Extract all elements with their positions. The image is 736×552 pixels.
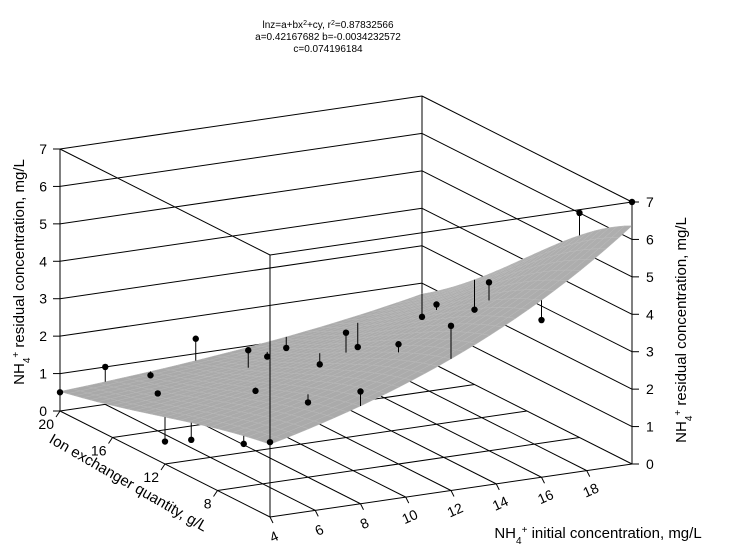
x-tick-mark <box>55 410 61 418</box>
data-point <box>102 363 109 371</box>
back-top-edge-right <box>421 95 633 203</box>
back-top-edge-left <box>59 95 423 150</box>
z-tick-label-left: 6 <box>39 178 47 194</box>
x-tick-mark <box>160 463 166 471</box>
x-tick-label: 12 <box>143 469 159 485</box>
y-tick-label: 8 <box>358 514 372 532</box>
grid-line-left-wall <box>59 207 423 262</box>
data-point <box>471 306 478 313</box>
data-point <box>283 344 290 352</box>
surface-cell <box>610 225 633 238</box>
z-tick-label-right: 4 <box>646 306 654 322</box>
data-point <box>576 209 583 217</box>
top-front-edge-left <box>59 148 271 256</box>
grid-line-left-wall <box>59 170 423 225</box>
y-tick-mark <box>405 496 410 504</box>
equation-line-3: c=0.074196184 <box>293 44 363 55</box>
z-tick-label-left: 3 <box>39 291 47 307</box>
data-point <box>304 399 312 406</box>
x-tick-label: 20 <box>38 416 54 432</box>
data-point <box>154 390 161 397</box>
y-tick-label: 4 <box>267 527 281 545</box>
z-tick-label-left: 5 <box>39 216 47 232</box>
grid-line-left-wall <box>59 132 423 187</box>
grid-line-floor-y <box>105 403 316 511</box>
y-tick-mark <box>450 490 455 497</box>
data-point <box>395 341 402 348</box>
equation-annotation: lnz=a+bx2+cy, r2=0.87832566 a=0.42167682… <box>255 20 401 56</box>
data-point <box>192 335 199 342</box>
data-point <box>354 343 361 351</box>
z-axis-label-right: NH4+ residual concentration, mg/L <box>673 217 695 443</box>
x-tick-label: 16 <box>91 443 107 459</box>
z-tick-label-right: 5 <box>646 269 654 285</box>
data-point <box>188 436 195 444</box>
y-tick-mark <box>495 483 500 491</box>
data-point <box>447 322 455 330</box>
y-tick-mark <box>586 470 591 477</box>
x-tick-label: 8 <box>204 496 212 512</box>
y-tick-mark <box>314 510 319 517</box>
data-point <box>264 353 271 360</box>
z-axis-label-left: NH4+ residual concentration, mg/L <box>11 159 33 385</box>
grid-line-right-wall <box>421 132 633 240</box>
z-tick-label-right: 2 <box>646 381 654 397</box>
z-tick-label-left: 2 <box>39 328 47 344</box>
z-tick-label-right: 1 <box>646 419 654 435</box>
data-point <box>56 389 64 396</box>
y-tick-label: 10 <box>399 506 420 527</box>
x-axis-label: Ion exchanger quantity, g/L <box>46 431 210 536</box>
equation-line-1: lnz=a+bx2+cy, r2=0.87832566 <box>262 20 394 32</box>
grid-line-left-wall <box>59 245 423 300</box>
grid-line-left-wall <box>59 282 423 337</box>
fitted-surface <box>59 225 633 445</box>
equation-line-2: a=0.42167682 b=-0.0034232572 <box>255 32 401 43</box>
data-points <box>56 198 636 448</box>
x-tick-mark <box>213 490 218 497</box>
z-tick-label-left: 7 <box>39 141 47 157</box>
data-point <box>485 279 493 286</box>
y-tick-label: 12 <box>445 499 466 520</box>
data-point <box>245 347 252 354</box>
data-point <box>147 372 154 379</box>
z-tick-label-right: 7 <box>646 194 654 210</box>
y-tick-label: 16 <box>535 486 556 507</box>
z-tick-label-left: 1 <box>39 366 47 382</box>
z-tick-label-right: 6 <box>646 231 654 247</box>
data-point <box>342 329 350 336</box>
y-tick-label: 14 <box>490 493 511 514</box>
grid-line-right-wall <box>421 170 633 278</box>
data-point <box>357 388 364 395</box>
y-tick-label: 6 <box>312 521 326 539</box>
data-point <box>240 440 247 448</box>
data-point <box>161 438 169 445</box>
data-point <box>418 313 426 321</box>
z-tick-label-left: 0 <box>39 403 47 419</box>
grid-line-floor-y <box>376 364 587 472</box>
y-axis-label: NH4+ initial concentration, mg/L <box>494 525 701 547</box>
y-tick-label: 18 <box>580 479 601 500</box>
y-tick-mark <box>541 477 545 484</box>
x-tick-mark <box>108 437 113 444</box>
z-tick-label-right: 0 <box>646 456 654 472</box>
top-front-edge-right <box>269 201 633 256</box>
z-tick-label-right: 3 <box>646 344 654 360</box>
data-point <box>538 316 545 324</box>
data-point <box>433 301 440 308</box>
y-tick-mark <box>360 503 364 510</box>
data-point <box>316 361 323 368</box>
y-tick-mark <box>269 516 274 524</box>
data-point <box>252 387 259 395</box>
z-tick-label-left: 4 <box>39 253 47 269</box>
data-point <box>266 438 274 446</box>
